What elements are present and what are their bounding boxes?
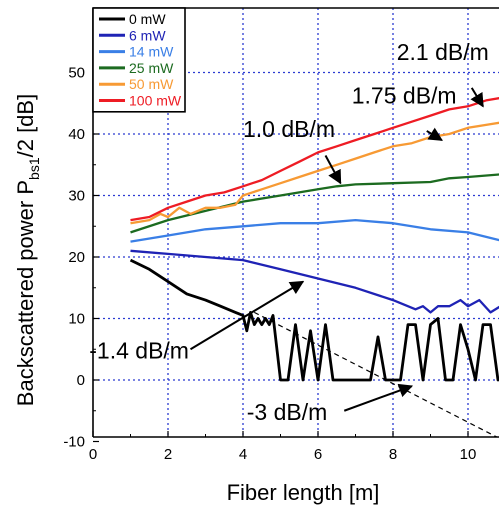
x-tick-label: 2 — [164, 446, 172, 463]
annotation-label: -3 dB/m — [247, 399, 328, 425]
x-tick-label: 10 — [460, 446, 477, 463]
annotation-label: 1.0 dB/m — [243, 116, 335, 142]
y-axis-title-main: Backscattered power P — [13, 180, 38, 406]
legend-label: 6 mW — [129, 27, 166, 43]
legend-box — [92, 7, 186, 113]
y-tick-label: -10 — [63, 434, 85, 451]
legend-label: 25 mW — [129, 60, 174, 76]
x-axis-title: Fiber length [m] — [227, 480, 380, 505]
annotation-arrow — [470, 87, 484, 108]
y-tick-label: 0 — [77, 372, 85, 389]
series-line-14-mw — [130, 218, 499, 243]
x-tick-label: 0 — [89, 446, 97, 463]
x-tick-label: 4 — [239, 446, 247, 463]
annotation-arrow — [324, 155, 342, 185]
trend-line — [253, 311, 499, 437]
annotation-arrow — [426, 127, 443, 142]
series-line-0-mw — [129, 258, 499, 382]
y-tick-label: 40 — [68, 126, 85, 143]
trend-layer — [253, 311, 499, 437]
y-axis-title-tail: /2 [dB] — [13, 94, 38, 158]
y-tick-label: 30 — [68, 188, 85, 205]
y-axis-title-sub: bs1 — [26, 157, 42, 180]
legend-label: 50 mW — [129, 76, 174, 92]
x-tick-label: 6 — [314, 446, 322, 463]
legend-label: 0 mW — [129, 11, 166, 27]
legend-label: 100 mW — [129, 93, 182, 109]
series-line-6-mw — [130, 249, 499, 314]
series-line-25-mw — [130, 173, 499, 234]
y-tick-label: 10 — [68, 311, 85, 328]
annotation-label: -1.4 dB/m — [89, 337, 189, 363]
annotation-label: 1.75 dB/m — [352, 82, 457, 108]
legend-label: 14 mW — [129, 44, 174, 60]
y-tick-label: 20 — [68, 249, 85, 266]
annotation-arrow — [189, 280, 305, 351]
annotation-label: 2.1 dB/m — [397, 39, 489, 65]
y-axis-title: Backscattered power Pbs1/2 [dB] — [13, 94, 42, 406]
annotation-arrow — [343, 383, 414, 412]
y-tick-label: 50 — [68, 65, 85, 82]
annotations: 2.1 dB/m 1.75 dB/m 1.0 dB/m -1.4 dB/m -3 dB/… — [89, 39, 489, 425]
x-tick-label: 8 — [389, 446, 397, 463]
series-line-100-mw — [130, 97, 499, 222]
